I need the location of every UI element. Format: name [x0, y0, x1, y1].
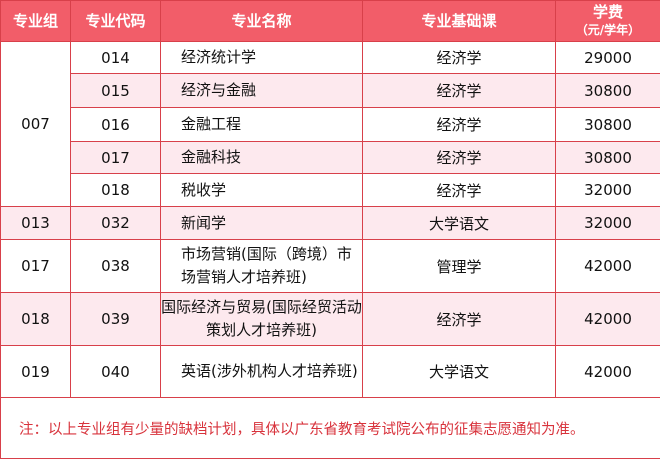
name-cell: 市场营销(国际（跨境）市场营销人才培养班) — [161, 240, 363, 293]
course-cell: 大学语文 — [363, 346, 556, 398]
table-row: 018 039 国际经济与贸易(国际经贸活动策划人才培养班) 经济学 42000 — [1, 293, 660, 346]
fee-unit: （元/学年） — [576, 23, 640, 37]
footnote: 注：以上专业组有少量的缺档计划，具体以广东省教育考试院公布的征集志愿通知为准。 — [1, 398, 660, 459]
table-row: 017 038 市场营销(国际（跨境）市场营销人才培养班) 管理学 42000 — [1, 240, 660, 293]
fee-cell: 30800 — [556, 142, 660, 174]
header-name: 专业名称 — [161, 1, 363, 42]
course-cell: 大学语文 — [363, 207, 556, 240]
group-cell: 017 — [1, 240, 71, 293]
code-cell: 040 — [71, 346, 161, 398]
name-cell: 新闻学 — [161, 207, 363, 240]
header-row: 专业组 专业代码 专业名称 专业基础课 学费 （元/学年） — [1, 1, 660, 42]
code-cell: 017 — [71, 142, 161, 174]
name-cell: 英语(涉外机构人才培养班) — [161, 346, 363, 398]
code-cell: 032 — [71, 207, 161, 240]
name-cell: 国际经济与贸易(国际经贸活动策划人才培养班) — [161, 293, 363, 346]
fee-cell: 42000 — [556, 240, 660, 293]
code-cell: 039 — [71, 293, 161, 346]
fee-cell: 42000 — [556, 346, 660, 398]
group-cell: 013 — [1, 207, 71, 240]
course-cell: 经济学 — [363, 74, 556, 108]
note-row: 注：以上专业组有少量的缺档计划，具体以广东省教育考试院公布的征集志愿通知为准。 — [1, 398, 660, 459]
fee-cell: 30800 — [556, 74, 660, 108]
table-row: 007 014 经济统计学 经济学 29000 — [1, 42, 660, 74]
name-cell: 经济与金融 — [161, 74, 363, 108]
table-row: 017 金融科技 经济学 30800 — [1, 142, 660, 174]
name-cell: 金融科技 — [161, 142, 363, 174]
fee-cell: 29000 — [556, 42, 660, 74]
fee-cell: 32000 — [556, 207, 660, 240]
header-code: 专业代码 — [71, 1, 161, 42]
course-cell: 经济学 — [363, 293, 556, 346]
course-cell: 经济学 — [363, 174, 556, 207]
code-cell: 038 — [71, 240, 161, 293]
table-row: 018 税收学 经济学 32000 — [1, 174, 660, 207]
course-cell: 管理学 — [363, 240, 556, 293]
group-cell: 019 — [1, 346, 71, 398]
name-cell: 金融工程 — [161, 108, 363, 142]
name-cell: 税收学 — [161, 174, 363, 207]
code-cell: 016 — [71, 108, 161, 142]
group-cell: 007 — [1, 42, 71, 207]
table-row: 013 032 新闻学 大学语文 32000 — [1, 207, 660, 240]
code-cell: 015 — [71, 74, 161, 108]
header-group: 专业组 — [1, 1, 71, 42]
group-cell: 018 — [1, 293, 71, 346]
table-row: 016 金融工程 经济学 30800 — [1, 108, 660, 142]
fee-cell: 30800 — [556, 108, 660, 142]
code-cell: 018 — [71, 174, 161, 207]
course-cell: 经济学 — [363, 142, 556, 174]
table-row: 019 040 英语(涉外机构人才培养班) 大学语文 42000 — [1, 346, 660, 398]
name-cell: 经济统计学 — [161, 42, 363, 74]
course-cell: 经济学 — [363, 42, 556, 74]
fee-cell: 42000 — [556, 293, 660, 346]
header-fee: 学费 （元/学年） — [556, 1, 660, 42]
header-course: 专业基础课 — [363, 1, 556, 42]
table-row: 015 经济与金融 经济学 30800 — [1, 74, 660, 108]
code-cell: 014 — [71, 42, 161, 74]
course-cell: 经济学 — [363, 108, 556, 142]
fee-cell: 32000 — [556, 174, 660, 207]
fee-label: 学费 — [593, 3, 623, 21]
